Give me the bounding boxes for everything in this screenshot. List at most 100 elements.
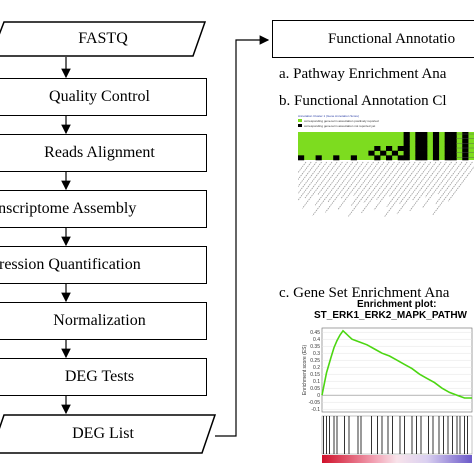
- heatmap-cell: [380, 150, 387, 156]
- heatmap-cell: [403, 146, 410, 151]
- heatmap-cell: [462, 132, 469, 137]
- step-transcriptome-assembly: anscriptome Assembly: [0, 190, 207, 228]
- step-expression-quantification: pression Quantification: [0, 246, 207, 284]
- heatmap-cell: [444, 155, 451, 161]
- heatmap-cell: [462, 136, 469, 142]
- heatmap-cell: [432, 132, 440, 137]
- heatmap-cell: [403, 136, 410, 142]
- heatmap-cell: [450, 141, 457, 147]
- gene-label-mark: [350, 161, 385, 207]
- heatmap-cell: [350, 155, 357, 161]
- gene-label-mark: [399, 161, 432, 204]
- plot-frame: [321, 327, 473, 413]
- heatmap-cell: [450, 132, 457, 137]
- gene-label-mark: [312, 161, 354, 216]
- y-tick-label: 0.4: [313, 337, 320, 343]
- gene-label-mark: [363, 161, 395, 204]
- step-label: pression Quantification: [0, 256, 141, 273]
- gene-label-mark: [325, 161, 364, 213]
- heatmap-cell: [432, 146, 440, 151]
- parallelogram-shape: [0, 21, 206, 57]
- heatmap-cell: [415, 155, 422, 161]
- heatmap-cell: [421, 132, 428, 137]
- y-tick-label: 0.15: [310, 372, 320, 378]
- annotation-title: Functional Annotatio: [328, 30, 456, 47]
- gene-label-mark: [317, 161, 343, 196]
- step-label: Quality Control: [49, 88, 150, 105]
- heatmap-cell: [386, 146, 393, 151]
- heatmap-cell: [462, 150, 469, 156]
- item-functional-annotation-clustering: b. Functional Annotation Cl: [279, 93, 447, 109]
- enrichment-curve: [321, 329, 472, 399]
- arrow-to-annotation: [215, 35, 270, 437]
- legend-label: corresponding gene-term association posi…: [304, 119, 379, 123]
- gene-label-mark: [435, 161, 468, 205]
- gene-label-mark: [327, 161, 359, 203]
- step-quality-control: Quality Control: [0, 78, 207, 116]
- heatmap-cell: [450, 155, 457, 161]
- y-tick-label: 0.25: [310, 358, 320, 364]
- heatmap-cell: [421, 150, 428, 156]
- heatmap-cell: [333, 155, 340, 161]
- y-tick-label: 0.2: [313, 365, 320, 371]
- heatmap-cell: [391, 150, 399, 156]
- gene-label-mark: [389, 161, 416, 197]
- gene-label-mark: [314, 161, 348, 206]
- step-label: DEG List: [72, 425, 134, 442]
- enrichment-plot-title: Enrichment plot:: [357, 299, 437, 310]
- heatmap-cell: [368, 150, 375, 156]
- step-fastq: FASTQ: [0, 21, 206, 57]
- heatmap-cell: [403, 155, 410, 161]
- cluster-heatmap: corresponding gene-term association posi…: [298, 119, 474, 218]
- y-axis-label: Enrichment score (ES): [302, 345, 308, 396]
- heatmap-cell: [415, 132, 422, 137]
- step-label: Normalization: [53, 312, 146, 329]
- heatmap-cell: [421, 155, 428, 161]
- heatmap-cell: [397, 155, 404, 161]
- heatmap-cell: [444, 136, 451, 142]
- heatmap-cell: [450, 150, 457, 156]
- heatmap-cell: [415, 150, 422, 156]
- heatmap-cell: [421, 136, 428, 142]
- heatmap-cell: [462, 155, 469, 161]
- heatmap-cell: [432, 155, 440, 161]
- y-tick-label: 0.05: [310, 386, 320, 392]
- heatmap-cell: [374, 155, 381, 161]
- heatmap-cell: [444, 150, 451, 156]
- legend-label: corresponding gene-term association not …: [304, 124, 375, 128]
- heatmap-cell: [444, 146, 451, 151]
- gene-label-mark: [337, 161, 374, 210]
- annotation-title-box: Functional Annotatio: [272, 20, 474, 58]
- y-tick-label: 0: [317, 393, 320, 399]
- heatmap-cell: [462, 146, 469, 151]
- gene-label-mark: [386, 161, 421, 208]
- gene-label-mark: [376, 161, 406, 200]
- step-label: DEG Tests: [64, 368, 135, 385]
- heatmap-cell: [415, 141, 422, 147]
- heatmap-cell: [444, 141, 451, 147]
- legend-swatch: [298, 119, 302, 122]
- parallelogram-shape: [0, 414, 216, 454]
- heatmap-cell: [444, 132, 451, 137]
- heatmap-cell: [432, 150, 440, 156]
- heatmap-cell: [374, 146, 381, 151]
- step-label: FASTQ: [78, 30, 128, 47]
- heatmap-cell: [432, 136, 440, 142]
- heatmap-cell: [403, 150, 410, 156]
- enrichment-plot-subtitle: ST_ERK1_ERK2_MAPK_PATHW: [314, 310, 467, 321]
- item-gene-set-enrichment: c. Gene Set Enrichment Ana: [279, 285, 450, 301]
- gene-label-mark: [302, 161, 338, 209]
- heatmap-cell: [415, 146, 422, 151]
- step-reads-alignment: Reads Alignment: [0, 134, 207, 172]
- y-tick-label: -0.05: [309, 400, 321, 406]
- heatmap-cell: [450, 146, 457, 151]
- heatmap-cell: [386, 155, 393, 161]
- heatmap-cell: [403, 141, 410, 147]
- gene-label-mark: [353, 161, 380, 196]
- gene-label-mark: [447, 166, 474, 202]
- y-tick-label: 0.45: [310, 330, 320, 336]
- gene-label-mark: [409, 161, 447, 212]
- cluster-header: Annotation Cluster 1 (Gene Annotation Sc…: [298, 114, 360, 118]
- heatmap-cell: [298, 155, 305, 161]
